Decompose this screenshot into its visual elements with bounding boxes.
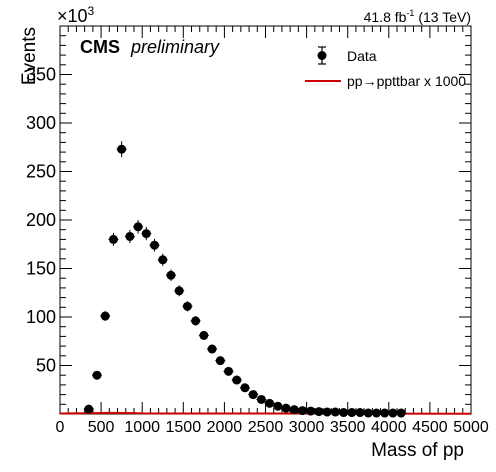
data-point <box>84 404 94 414</box>
data-point <box>150 240 160 250</box>
data-point <box>388 408 398 418</box>
signal-series <box>59 411 472 415</box>
legend-data-label: Data <box>347 48 377 64</box>
y-exponent-base: ×10 <box>57 6 88 26</box>
x-axis-title: Mass of pp <box>371 440 464 461</box>
data-point <box>182 301 192 311</box>
x-tick-label: 3000 <box>289 419 325 436</box>
data-point <box>117 144 127 154</box>
legend-signal-label: pp→ppttbar x 1000 <box>347 73 466 89</box>
data-point <box>265 398 275 408</box>
legend-data-marker <box>317 51 327 60</box>
data-point <box>174 286 184 296</box>
data-point <box>256 394 266 404</box>
data-point <box>240 383 250 393</box>
data-point <box>224 366 234 376</box>
data-point <box>199 330 209 340</box>
y-tick-label: 250 <box>26 162 56 182</box>
x-tick-label: 5000 <box>453 419 489 436</box>
axis-tick-labels: 0 500 1000 1500 2000 2500 3000 3500 4000 4500 5000… <box>26 65 489 437</box>
x-tick-label: 2000 <box>207 419 243 436</box>
data-point <box>281 403 291 413</box>
data-point <box>191 316 201 326</box>
data-point <box>371 408 381 418</box>
data-series <box>83 141 407 418</box>
data-point <box>339 408 349 418</box>
data-point <box>100 311 110 321</box>
data-point <box>363 408 373 418</box>
signal-line <box>59 411 472 415</box>
x-tick-label: 1500 <box>166 419 202 436</box>
preliminary-label: preliminary <box>130 37 220 57</box>
y-tick-label: 200 <box>26 210 56 230</box>
y-tick-label: 100 <box>26 307 56 327</box>
luminosity-label: 41.8 fb-1 (13 TeV) <box>364 8 471 25</box>
y-tick-label: 300 <box>26 113 56 133</box>
data-point <box>166 270 176 280</box>
y-tick-label: 50 <box>36 356 56 376</box>
data-point <box>306 406 316 416</box>
data-point <box>297 406 307 416</box>
data-point <box>158 255 168 265</box>
y-axis-title: Events <box>19 27 40 85</box>
data-point <box>355 408 365 418</box>
legend: Data pp→ppttbar x 1000 <box>305 46 466 89</box>
luminosity-unit-sup: -1 <box>406 8 414 18</box>
data-point <box>133 222 143 232</box>
data-point <box>347 408 357 418</box>
data-point <box>273 401 283 411</box>
x-tick-label: 2500 <box>248 419 284 436</box>
data-point <box>125 231 135 241</box>
y-exponent-power: 3 <box>88 4 95 18</box>
data-point <box>314 407 324 417</box>
data-point <box>92 370 102 380</box>
data-point <box>322 407 332 417</box>
data-point <box>232 375 242 385</box>
y-tick-label: 350 <box>26 65 56 85</box>
data-point <box>108 234 118 244</box>
data-point <box>289 405 299 415</box>
x-tick-label: 500 <box>88 419 115 436</box>
axis-ticks <box>59 26 472 414</box>
x-tick-label: 4000 <box>371 419 407 436</box>
data-point <box>330 407 340 417</box>
luminosity-value: 41.8 fb <box>364 9 407 25</box>
data-point <box>207 344 217 354</box>
data-point <box>396 408 406 418</box>
y-tick-label: 150 <box>26 259 56 279</box>
x-tick-label: 3500 <box>330 419 366 436</box>
x-tick-label: 0 <box>56 419 65 436</box>
data-point <box>141 229 151 239</box>
cms-label: CMS <box>80 37 120 57</box>
data-point <box>215 356 225 366</box>
x-tick-label: 4500 <box>412 419 448 436</box>
data-point <box>248 390 258 400</box>
x-tick-label: 1000 <box>124 419 160 436</box>
y-exponent-label: ×103 <box>57 4 95 26</box>
luminosity-energy: (13 TeV) <box>414 9 471 25</box>
data-point <box>380 408 390 418</box>
